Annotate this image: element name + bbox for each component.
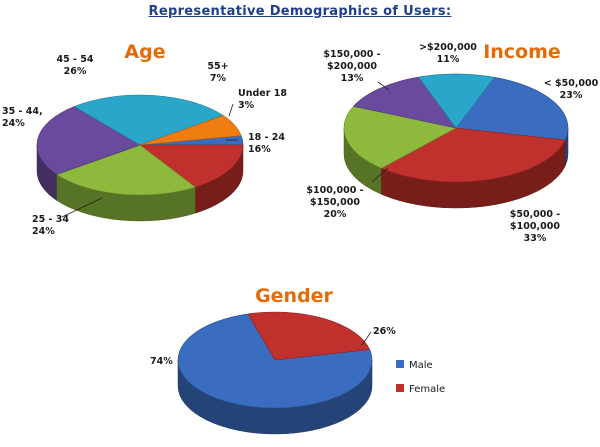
gender-pie (177, 311, 373, 435)
gender-slice-female (247, 311, 371, 361)
income-leader-150k-200k (377, 81, 390, 91)
gender-slice-male (177, 313, 373, 409)
gender-leader-female (361, 331, 372, 346)
age-label-18-24: 18 - 24 16% (248, 132, 285, 155)
age-slice-18-24 (139, 144, 244, 188)
page-title: Representative Demographics of Users: (148, 4, 452, 19)
income-label-over-200k: >$200,000 11% (419, 42, 477, 65)
income-slice-150-000-200-000 (352, 76, 457, 129)
age-label-35-44: 35 - 44, 24% (2, 106, 43, 129)
gender-label-female: 26% (373, 326, 396, 337)
income-leader-100k-150k (371, 167, 389, 183)
age-leader-25-34 (61, 197, 103, 218)
legend-swatch-female (396, 384, 404, 392)
age-chart-title: Age (124, 41, 165, 63)
income-label-100k-150k: $100,000 -$150,000 20% (306, 185, 363, 220)
gender-legend: Male Female (396, 360, 445, 395)
age-label-25-34: 25 - 34 24% (32, 214, 69, 237)
age-slice-25-34 (56, 144, 196, 196)
income-slice-200-000 (418, 73, 496, 129)
income-label-50k-100k: $50,000 -$100,000 33% (510, 209, 561, 244)
legend-label-female: Female (409, 384, 445, 395)
age-leader-under-18 (228, 103, 234, 117)
age-label-55-plus: 55+ 7% (207, 61, 228, 84)
income-label-under-50k: < $50,000 23% (544, 78, 599, 101)
income-chart-title: Income (483, 41, 561, 63)
income-pie (343, 73, 569, 209)
legend-label-male: Male (409, 360, 433, 371)
age-pie (36, 94, 244, 222)
legend-swatch-male (396, 360, 404, 368)
income-slice-50-000 (455, 76, 569, 141)
age-slice-45-54 (73, 94, 224, 146)
age-slice-35-44 (36, 106, 141, 175)
age-label-under-18: Under 18 3% (238, 88, 287, 111)
income-slice-50-000-100-000 (380, 127, 566, 183)
income-label-150k-200k: $150,000 -$200,000 13% (323, 49, 380, 84)
age-slice-55 (139, 115, 242, 146)
income-slice-100-000-150-000 (343, 105, 457, 169)
age-label-45-54: 45 - 54 26% (57, 54, 94, 77)
gender-chart-title: Gender (255, 285, 333, 307)
gender-label-male: 74% (150, 356, 173, 367)
